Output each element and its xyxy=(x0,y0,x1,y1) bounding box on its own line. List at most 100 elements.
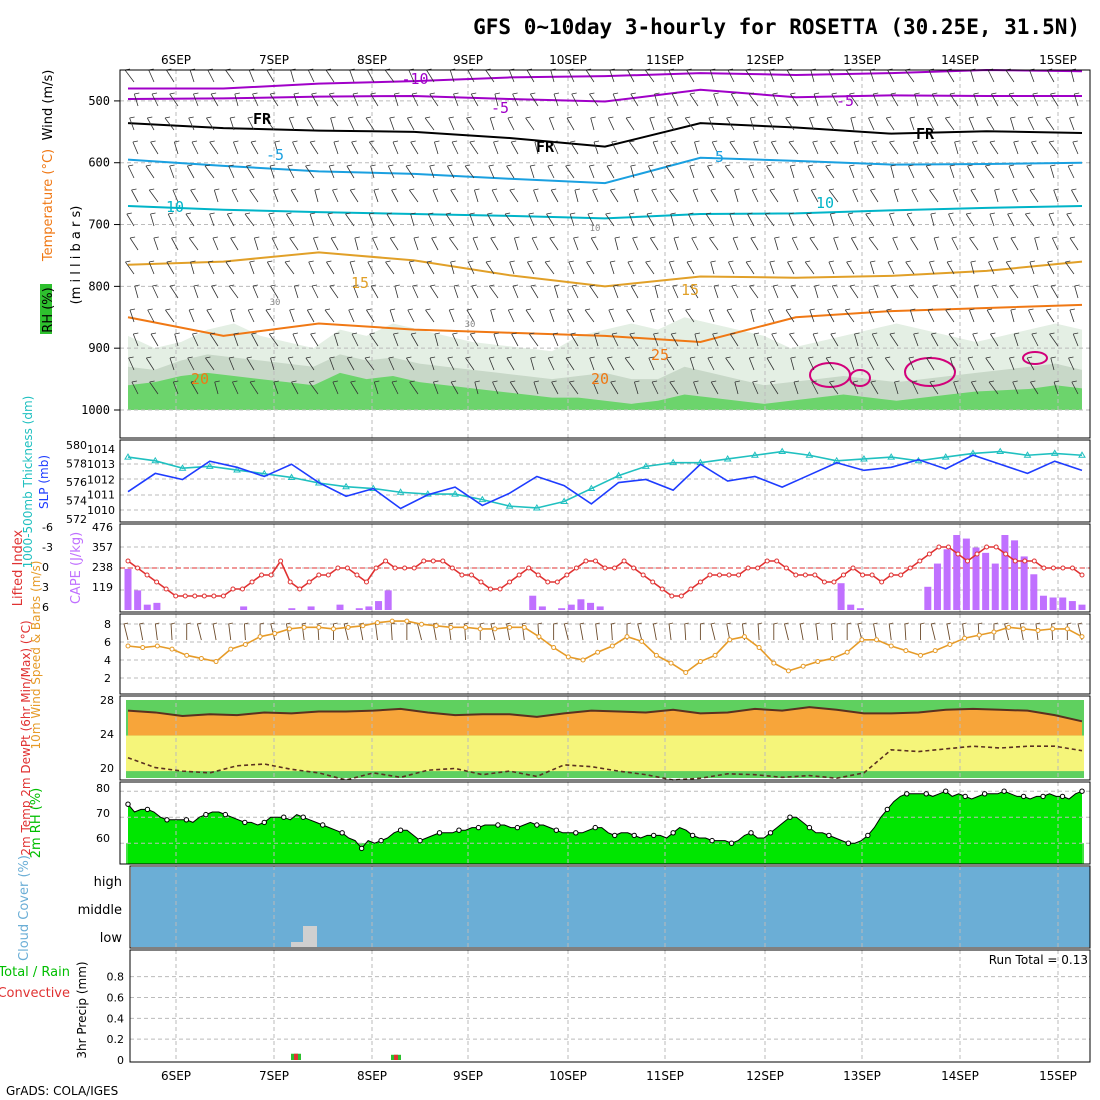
wind-barb xyxy=(710,380,719,395)
lifted-index-point xyxy=(564,572,570,578)
wind10m-point xyxy=(859,637,865,643)
wind10-barb xyxy=(139,622,144,641)
panel-frame-temp xyxy=(119,695,1091,781)
lifted-index-point xyxy=(430,558,436,564)
wind-barb xyxy=(284,260,295,275)
wind-barb xyxy=(889,212,895,227)
date-label-top: 12SEP xyxy=(746,53,784,67)
wind-barb xyxy=(1067,164,1075,179)
contour-label: -5 xyxy=(491,99,509,117)
wind-barb xyxy=(273,188,279,203)
wind-barb xyxy=(967,356,975,371)
wind-barb xyxy=(309,140,319,155)
contour-label: -5 xyxy=(266,146,284,164)
contour-label: 10 xyxy=(166,198,184,216)
wind-barb xyxy=(1051,236,1059,251)
wind-barb xyxy=(854,332,860,347)
legend-convective: Convective xyxy=(0,986,70,1001)
wind-barb xyxy=(1071,380,1079,395)
wind-barb xyxy=(150,212,156,227)
thickness-point xyxy=(778,447,787,455)
wind-barb xyxy=(187,356,195,371)
lifted-index-point xyxy=(268,572,274,578)
lifted-index-point xyxy=(602,565,608,571)
wind-barb xyxy=(989,140,999,155)
wind-barb xyxy=(448,116,455,131)
wind-barb xyxy=(487,212,495,227)
wind-barb xyxy=(453,92,459,107)
wind-barb xyxy=(826,116,835,131)
wind10m-point xyxy=(551,645,557,651)
wind-barb xyxy=(610,380,619,395)
wind10m-point xyxy=(1035,627,1041,633)
wind-barb xyxy=(427,212,435,227)
lifted-index-point xyxy=(230,586,236,592)
date-label-top: 7SEP xyxy=(259,53,289,67)
wind-barb xyxy=(1048,212,1055,227)
wind-barb xyxy=(410,140,419,155)
lifted-index-point xyxy=(259,572,265,578)
legend-total-rain: Total / Rain xyxy=(0,965,70,980)
wind-barb xyxy=(349,260,356,275)
wind-barb xyxy=(590,116,596,131)
wind-barb xyxy=(190,188,199,203)
wind-barb xyxy=(785,116,795,131)
cape-bar xyxy=(953,535,961,610)
lifted-index-point xyxy=(1041,565,1047,571)
wind-barb xyxy=(1050,356,1056,371)
contour-label: 25 xyxy=(651,346,669,364)
lifted-index-point xyxy=(869,572,875,578)
wind-barb xyxy=(530,284,539,299)
wind-barb xyxy=(772,92,779,107)
wind-barb xyxy=(450,380,459,395)
lifted-index-point xyxy=(707,572,713,578)
wind-barb xyxy=(506,164,515,179)
wind-barb xyxy=(246,164,255,179)
wind-barb xyxy=(349,68,355,83)
wind10m-point xyxy=(360,623,366,629)
wind-barb xyxy=(293,92,299,107)
wind10m-point xyxy=(507,624,513,630)
wind-barb xyxy=(788,140,799,155)
wind-barb xyxy=(707,356,715,371)
wind-barb xyxy=(248,68,255,83)
wind-barb xyxy=(872,92,879,107)
thickness-point xyxy=(178,464,187,471)
wind-barb xyxy=(1027,116,1035,131)
wind-barb xyxy=(709,236,719,251)
wind-barb xyxy=(132,332,139,347)
lifted-index-point xyxy=(955,551,961,557)
wind-barb xyxy=(147,308,155,323)
rh-legend-bar xyxy=(40,284,52,334)
wind10-barb xyxy=(123,622,129,641)
wind-barb xyxy=(909,116,915,131)
wind-barb xyxy=(911,380,919,395)
wind-barb xyxy=(732,236,739,251)
wind10m-point xyxy=(257,634,263,640)
wind-barb xyxy=(452,332,459,347)
wind-barb xyxy=(1013,140,1019,155)
wind-barb xyxy=(970,380,979,395)
wind-barb xyxy=(973,92,979,107)
wind10-barb xyxy=(343,622,349,641)
wind-barb xyxy=(529,164,536,179)
wind-barb xyxy=(349,188,359,203)
cape-bar xyxy=(1011,540,1019,610)
lifted-index-point xyxy=(726,572,732,578)
rh-point xyxy=(981,791,988,797)
wind-barb xyxy=(684,116,695,131)
rh-point xyxy=(865,832,871,839)
y-tick-cloud: middle xyxy=(78,903,122,918)
wind10m-point xyxy=(316,624,322,630)
wind-barb xyxy=(849,356,855,371)
wind10m-point xyxy=(580,657,586,663)
wind10m-point xyxy=(756,645,762,651)
wind-barb xyxy=(654,284,660,299)
ylabel-millibars: (m i l l i b a r s) xyxy=(69,206,84,305)
panel-frame-upper xyxy=(119,69,1091,439)
wind10m-point xyxy=(125,643,131,649)
lifted-index-point xyxy=(669,593,675,599)
wind-barb xyxy=(968,116,975,131)
wind10-barb xyxy=(406,622,411,640)
rh-point xyxy=(689,832,696,839)
